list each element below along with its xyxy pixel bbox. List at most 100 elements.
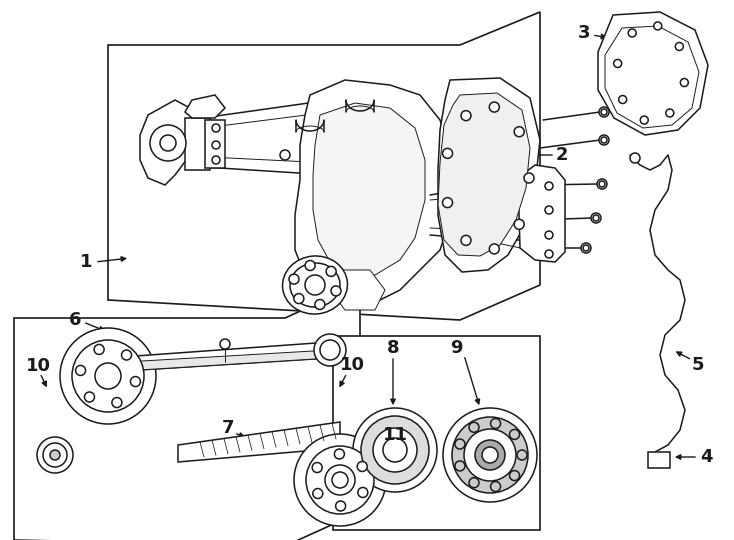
Circle shape: [50, 450, 60, 460]
Circle shape: [361, 416, 429, 484]
Circle shape: [591, 213, 601, 223]
Circle shape: [131, 376, 140, 387]
Circle shape: [289, 274, 299, 284]
Polygon shape: [330, 270, 385, 310]
Circle shape: [509, 470, 520, 481]
Text: 4: 4: [700, 448, 712, 466]
Polygon shape: [518, 165, 565, 262]
Circle shape: [357, 488, 368, 497]
Polygon shape: [295, 80, 455, 305]
Circle shape: [313, 489, 323, 498]
Circle shape: [581, 243, 591, 253]
Circle shape: [335, 501, 346, 511]
Circle shape: [320, 340, 340, 360]
Circle shape: [640, 116, 648, 124]
Text: 11: 11: [382, 426, 407, 444]
Circle shape: [455, 461, 465, 471]
Circle shape: [357, 462, 367, 471]
Circle shape: [373, 428, 417, 472]
Circle shape: [545, 206, 553, 214]
Circle shape: [601, 109, 607, 115]
Circle shape: [482, 447, 498, 463]
Circle shape: [545, 182, 553, 190]
Circle shape: [599, 181, 605, 187]
Circle shape: [461, 235, 471, 245]
Circle shape: [545, 250, 553, 258]
Circle shape: [630, 153, 640, 163]
Circle shape: [599, 107, 609, 117]
Circle shape: [294, 434, 386, 526]
Circle shape: [583, 245, 589, 251]
Circle shape: [654, 22, 662, 30]
Text: 1: 1: [80, 253, 92, 271]
Polygon shape: [605, 26, 699, 128]
Circle shape: [326, 266, 336, 276]
Circle shape: [160, 135, 176, 151]
Circle shape: [150, 125, 186, 161]
Circle shape: [452, 417, 528, 493]
Circle shape: [515, 219, 524, 230]
Polygon shape: [648, 452, 670, 468]
Polygon shape: [185, 118, 210, 170]
Text: 10: 10: [340, 356, 365, 374]
Circle shape: [280, 150, 290, 160]
Circle shape: [76, 366, 86, 375]
Circle shape: [312, 463, 322, 472]
Text: 5: 5: [691, 356, 704, 374]
Circle shape: [545, 231, 553, 239]
Circle shape: [353, 408, 437, 492]
Circle shape: [601, 137, 607, 143]
Circle shape: [628, 29, 636, 37]
Polygon shape: [333, 336, 540, 530]
Text: 9: 9: [450, 339, 462, 357]
Circle shape: [469, 478, 479, 488]
Circle shape: [490, 418, 501, 428]
Circle shape: [212, 141, 220, 149]
Circle shape: [517, 450, 527, 460]
Polygon shape: [108, 12, 540, 320]
Circle shape: [305, 275, 325, 295]
Circle shape: [43, 443, 67, 467]
Circle shape: [294, 294, 304, 303]
Circle shape: [490, 244, 499, 254]
Circle shape: [524, 173, 534, 183]
Polygon shape: [108, 342, 330, 372]
Circle shape: [212, 156, 220, 164]
Circle shape: [680, 78, 688, 86]
Circle shape: [599, 135, 609, 145]
Circle shape: [675, 43, 683, 50]
Circle shape: [383, 438, 407, 462]
Polygon shape: [313, 103, 425, 275]
Circle shape: [443, 408, 537, 502]
Circle shape: [490, 482, 501, 491]
Polygon shape: [14, 284, 360, 540]
Polygon shape: [205, 120, 225, 168]
Circle shape: [443, 198, 453, 207]
Circle shape: [455, 439, 465, 449]
Text: 6: 6: [69, 311, 81, 329]
Polygon shape: [185, 95, 225, 118]
Ellipse shape: [283, 256, 347, 314]
Polygon shape: [438, 93, 530, 256]
Text: 10: 10: [26, 357, 51, 375]
Circle shape: [461, 111, 471, 120]
Text: 3: 3: [578, 24, 590, 42]
Circle shape: [84, 392, 95, 402]
Circle shape: [220, 339, 230, 349]
Ellipse shape: [290, 263, 340, 307]
Polygon shape: [178, 422, 340, 462]
Text: 8: 8: [387, 339, 399, 357]
Text: 2: 2: [556, 146, 568, 164]
Circle shape: [325, 465, 355, 495]
Text: 7: 7: [222, 419, 234, 437]
Circle shape: [72, 340, 144, 412]
Circle shape: [619, 96, 627, 104]
Circle shape: [509, 429, 520, 440]
Circle shape: [331, 286, 341, 296]
Circle shape: [469, 422, 479, 433]
Circle shape: [112, 397, 122, 408]
Circle shape: [597, 179, 607, 189]
Circle shape: [60, 328, 156, 424]
Polygon shape: [438, 78, 540, 272]
Circle shape: [122, 350, 131, 360]
